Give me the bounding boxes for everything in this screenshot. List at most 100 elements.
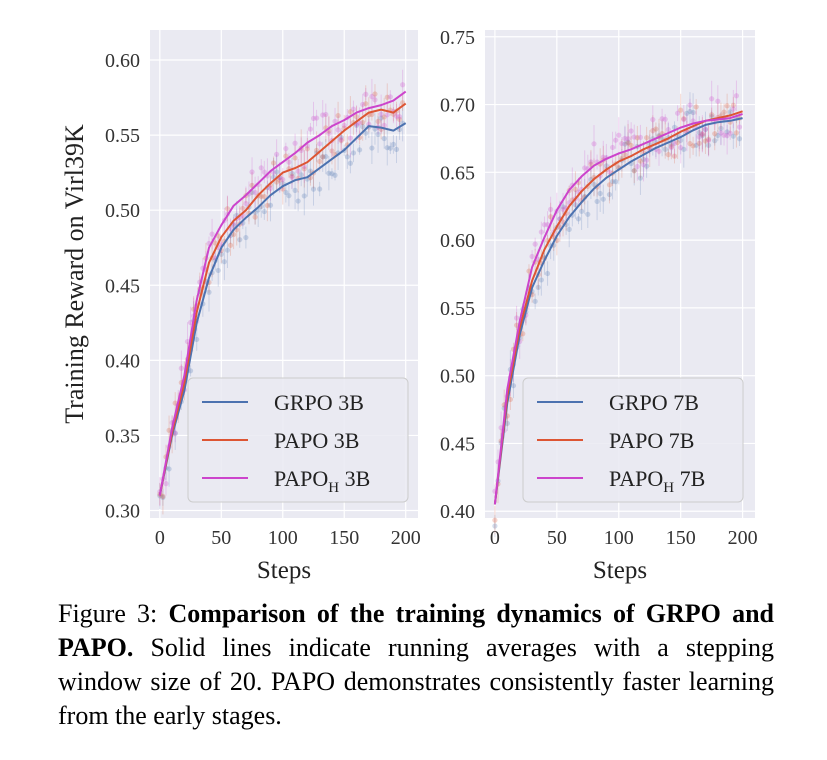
sample-point	[163, 481, 169, 487]
x-tick-label: 150	[329, 527, 359, 549]
sample-point	[687, 108, 693, 115]
sample-point	[326, 130, 332, 137]
sample-point	[606, 191, 613, 198]
sample-point	[640, 156, 647, 162]
sample-point	[363, 101, 369, 107]
sample-point	[381, 122, 387, 128]
sample-point	[243, 200, 249, 207]
series-line-3	[493, 113, 743, 505]
sample-point	[310, 186, 317, 192]
y-tick-label: 0.65	[440, 162, 475, 184]
sample-point	[160, 493, 166, 499]
sample-point	[588, 161, 594, 167]
sample-point	[603, 163, 609, 169]
sample-point	[357, 120, 363, 126]
sample-point	[548, 214, 554, 220]
sample-point	[690, 143, 696, 149]
sample-point	[631, 168, 637, 174]
sample-point	[390, 141, 397, 147]
sample-point	[338, 137, 344, 144]
sample-point	[650, 116, 656, 123]
sample-point	[286, 159, 292, 165]
sample-point	[286, 193, 292, 199]
sample-point	[157, 493, 163, 499]
sample-point	[668, 141, 674, 147]
caption-bold: Comparison of the training dynamics of G…	[58, 599, 775, 662]
sample-point	[702, 126, 709, 133]
sample-point	[560, 204, 566, 210]
sample-point	[492, 523, 498, 529]
sample-point	[307, 126, 314, 132]
sample-point	[665, 152, 671, 158]
sample-point	[538, 277, 544, 283]
sample-point	[317, 186, 323, 192]
sample-point	[267, 185, 274, 192]
sample-point	[249, 169, 255, 175]
y-tick-label: 0.30	[105, 500, 140, 522]
sample-point	[733, 130, 740, 136]
y-tick-label: 0.40	[440, 501, 475, 523]
sample-point	[504, 420, 510, 426]
sample-point	[372, 91, 378, 97]
sample-point	[194, 336, 200, 343]
sample-point	[594, 198, 600, 205]
chart-panel-2: 0.40 0.45 0.50 0.55 0.60 0.65 0.70 0.75 0 50 100 15…	[440, 27, 758, 584]
sample-point	[320, 112, 326, 118]
sample-point	[274, 179, 280, 185]
sample-point	[532, 298, 538, 304]
sample-point	[637, 175, 644, 181]
sample-point	[274, 169, 280, 175]
sample-point	[283, 153, 289, 159]
sample-point	[715, 98, 721, 104]
x-tick-label: 200	[391, 527, 421, 549]
legend: GRPO 3B PAPO 3B PAPOH 3B	[187, 377, 409, 503]
sample-point	[529, 253, 535, 260]
sample-point	[240, 205, 246, 212]
sample-point	[730, 102, 736, 108]
sample-point	[712, 131, 718, 137]
sample-point	[289, 173, 295, 179]
sample-point	[393, 146, 400, 152]
sample-point	[709, 112, 715, 118]
sample-point	[693, 104, 699, 110]
sample-point	[712, 138, 718, 144]
sample-point	[369, 93, 375, 100]
sample-point	[384, 94, 390, 100]
sample-point	[393, 113, 400, 119]
sample-point	[335, 127, 341, 133]
sample-point	[510, 383, 517, 389]
sample-point	[721, 132, 727, 138]
y-tick-label: 0.55	[440, 298, 475, 320]
sample-point	[622, 135, 628, 142]
sample-point	[566, 226, 572, 232]
sample-point	[317, 141, 323, 147]
sample-point	[671, 140, 678, 147]
sample-point	[258, 165, 264, 171]
sample-point	[320, 154, 326, 160]
sample-point	[659, 116, 665, 122]
sample-point	[619, 140, 625, 147]
sample-point	[298, 172, 304, 178]
sample-point	[160, 494, 166, 500]
sample-point	[674, 139, 681, 146]
sample-point	[224, 206, 231, 212]
sample-point	[625, 136, 631, 142]
sample-point	[166, 427, 172, 433]
sample-point	[360, 119, 366, 126]
sample-point	[588, 159, 594, 165]
sample-point	[724, 103, 730, 109]
sample-point	[283, 145, 289, 152]
sample-point	[261, 169, 267, 175]
sample-point	[625, 140, 631, 146]
sample-point	[709, 114, 715, 120]
sample-point	[671, 153, 678, 159]
sample-point	[718, 130, 724, 136]
sample-point	[344, 154, 350, 160]
y-tick-label: 0.70	[440, 95, 475, 117]
sample-point	[326, 170, 332, 176]
sample-point	[538, 229, 544, 235]
sample-point	[674, 110, 681, 116]
sample-point	[687, 102, 693, 108]
sample-point	[353, 114, 360, 120]
sample-point	[295, 198, 301, 204]
